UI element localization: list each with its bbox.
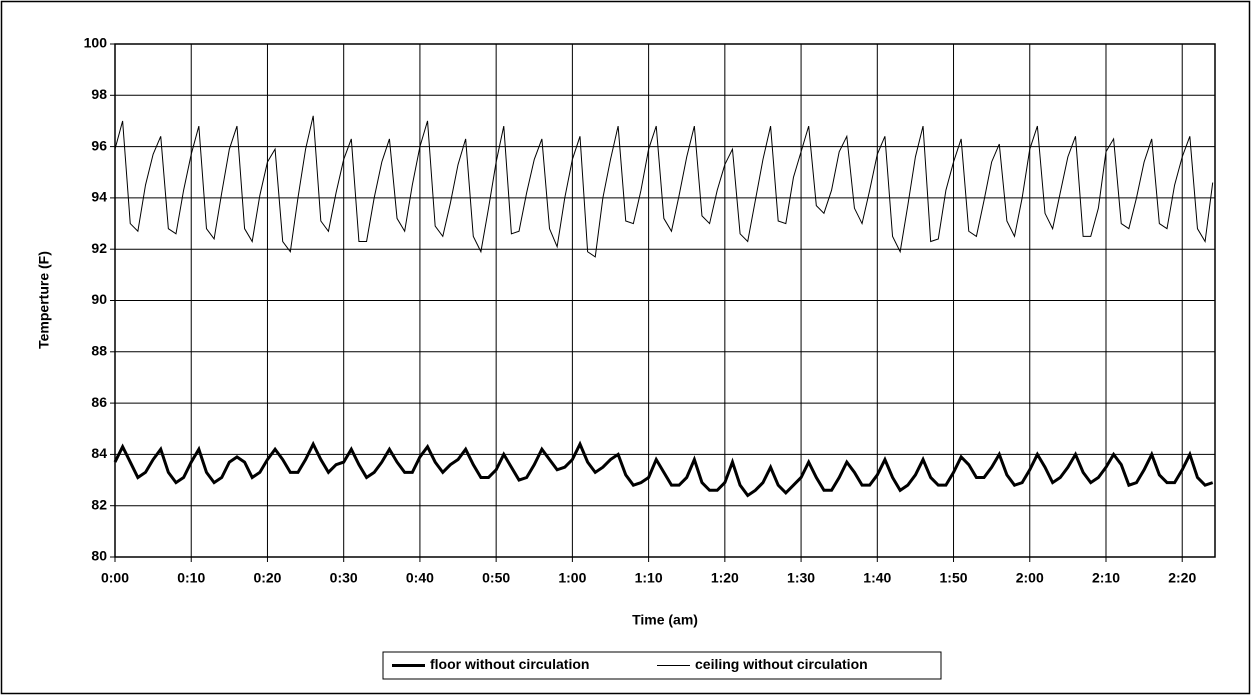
line-series bbox=[114, 115, 1214, 258]
x-tick-label: 0:10 bbox=[177, 570, 205, 586]
x-axis-label: Time (am) bbox=[632, 612, 698, 628]
x-tick-label: 0:40 bbox=[406, 570, 434, 586]
y-tick-label: 94 bbox=[91, 189, 107, 205]
x-tick-label: 1:50 bbox=[940, 570, 968, 586]
y-tick-label: 98 bbox=[91, 86, 107, 102]
y-tick-label: 92 bbox=[91, 240, 107, 256]
x-tick-label: 1:10 bbox=[635, 570, 663, 586]
y-tick-label: 96 bbox=[91, 137, 107, 153]
line-series bbox=[113, 440, 1214, 498]
x-tick-label: 0:00 bbox=[101, 570, 129, 586]
x-tick-label: 0:20 bbox=[253, 570, 281, 586]
x-tick-label: 2:10 bbox=[1092, 570, 1120, 586]
plot-area bbox=[114, 43, 1216, 558]
y-tick-label: 82 bbox=[91, 496, 107, 512]
x-tick-label: 1:00 bbox=[558, 570, 586, 586]
y-axis-label: Temperture (F) bbox=[36, 251, 52, 349]
legend-label: floor without circulation bbox=[430, 656, 589, 672]
y-tick-label: 84 bbox=[91, 445, 107, 461]
x-tick-label: 1:30 bbox=[787, 570, 815, 586]
x-tick-label: 1:40 bbox=[863, 570, 891, 586]
y-tick-label: 86 bbox=[91, 394, 107, 410]
x-tick-label: 2:00 bbox=[1016, 570, 1044, 586]
x-tick-label: 0:50 bbox=[482, 570, 510, 586]
y-tick-label: 100 bbox=[84, 35, 108, 51]
x-tick-label: 2:20 bbox=[1168, 570, 1196, 586]
y-tick-label: 90 bbox=[91, 291, 107, 307]
y-tick-label: 80 bbox=[91, 548, 107, 564]
x-tick-label: 1:20 bbox=[711, 570, 739, 586]
x-tick-label: 0:30 bbox=[330, 570, 358, 586]
legend-label: ceiling without circulation bbox=[695, 656, 868, 672]
y-tick-label: 88 bbox=[91, 343, 107, 359]
